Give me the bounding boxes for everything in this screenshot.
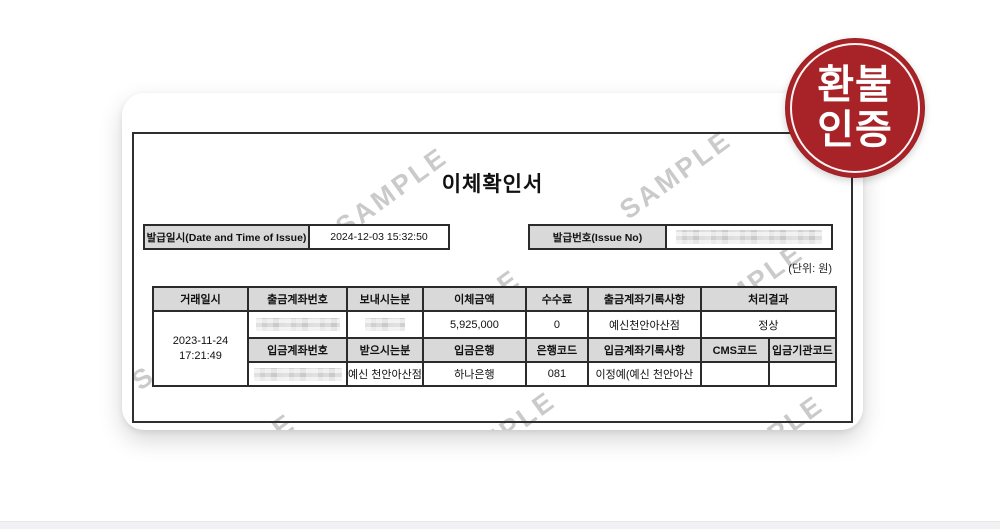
tx-date: 2023-11-24 xyxy=(172,335,229,348)
sender-cell xyxy=(346,310,424,339)
document-title: 이체확인서 xyxy=(441,173,544,196)
recipient-cell: 예신 천안아산점 xyxy=(346,361,424,387)
col-header-result: 처리결과 xyxy=(699,286,837,312)
col-header-amount: 이체금액 xyxy=(421,286,527,312)
fee-cell: 0 xyxy=(524,310,589,339)
col-header-withdraw-acct: 출금계좌번호 xyxy=(247,286,348,312)
col-header-deposit-bank: 입금은행 xyxy=(421,337,527,363)
table-header-row-withdraw: 거래일시 출금계좌번호 보내시는분 이체금액 수수료 출금계좌기록사항 처리결과 xyxy=(152,286,837,312)
unit-note: (단위: 원) xyxy=(788,263,832,275)
issue-no-value xyxy=(665,224,833,250)
badge-label-line2: 인증 xyxy=(817,108,893,152)
tx-datetime-cell: 2023-11-24 17:21:49 xyxy=(152,310,249,387)
cms-code-cell xyxy=(699,361,770,387)
col-header-org-code: 입금기관코드 xyxy=(767,337,837,363)
amount-cell: 5,925,000 xyxy=(421,310,527,339)
table-row-withdraw: 2023-11-24 17:21:49 5,925,000 0 예신천안아산점 … xyxy=(152,310,837,387)
document-card: SAMPLE SAMPLE SAMPLE SAMPLE SAMPLE SAMPL… xyxy=(122,93,863,430)
col-header-fee: 수수료 xyxy=(524,286,589,312)
col-header-recipient: 받으시는분 xyxy=(346,337,424,363)
result-cell: 정상 xyxy=(699,310,837,339)
bottom-page-strip xyxy=(0,521,1000,529)
masked-withdraw-acct xyxy=(255,318,340,331)
col-header-deposit-note: 입금계좌기록사항 xyxy=(586,337,702,363)
col-header-withdraw-note: 출금계좌기록사항 xyxy=(586,286,702,312)
table-row-deposit: 예신 천안아산점 하나은행 081 이정예(예신 천안아산 xyxy=(153,361,837,387)
table-header-row-deposit: 입금계좌번호 받으시는분 입금은행 은행코드 입금계좌기록사항 CMS코드 입금… xyxy=(153,337,837,363)
transfer-confirmation-document: 이체확인서 발급일시(Date and Time of Issue) 2024-… xyxy=(132,132,853,423)
masked-deposit-acct xyxy=(253,367,342,381)
badge-label-line1: 환불 xyxy=(817,63,893,108)
masked-issue-no xyxy=(676,230,822,244)
masked-sender xyxy=(364,318,405,331)
col-header-deposit-acct: 입금계좌번호 xyxy=(247,337,348,363)
col-header-bank-code: 은행코드 xyxy=(524,337,589,363)
refund-verified-badge: 환불 인증 xyxy=(785,38,925,178)
bank-code-cell: 081 xyxy=(524,361,589,387)
issue-date-value: 2024-12-03 15:32:50 xyxy=(308,224,450,250)
tx-time: 17:21:49 xyxy=(179,349,222,362)
col-header-tx-datetime: 거래일시 xyxy=(152,286,249,312)
col-header-cms-code: CMS코드 xyxy=(699,337,770,363)
deposit-note-cell: 이정예(예신 천안아산 xyxy=(586,361,702,387)
deposit-acct-cell xyxy=(247,361,348,387)
issue-no-label: 발급번호(Issue No) xyxy=(528,224,667,250)
withdraw-note-cell: 예신천안아산점 xyxy=(586,310,702,339)
deposit-bank-cell: 하나은행 xyxy=(421,361,527,387)
withdraw-acct-cell xyxy=(247,310,348,339)
issue-date-label: 발급일시(Date and Time of Issue) xyxy=(143,224,310,250)
transfer-table: 거래일시 출금계좌번호 보내시는분 이체금액 수수료 출금계좌기록사항 처리결과… xyxy=(152,286,837,387)
col-header-sender: 보내시는분 xyxy=(346,286,424,312)
org-code-cell xyxy=(767,361,837,387)
